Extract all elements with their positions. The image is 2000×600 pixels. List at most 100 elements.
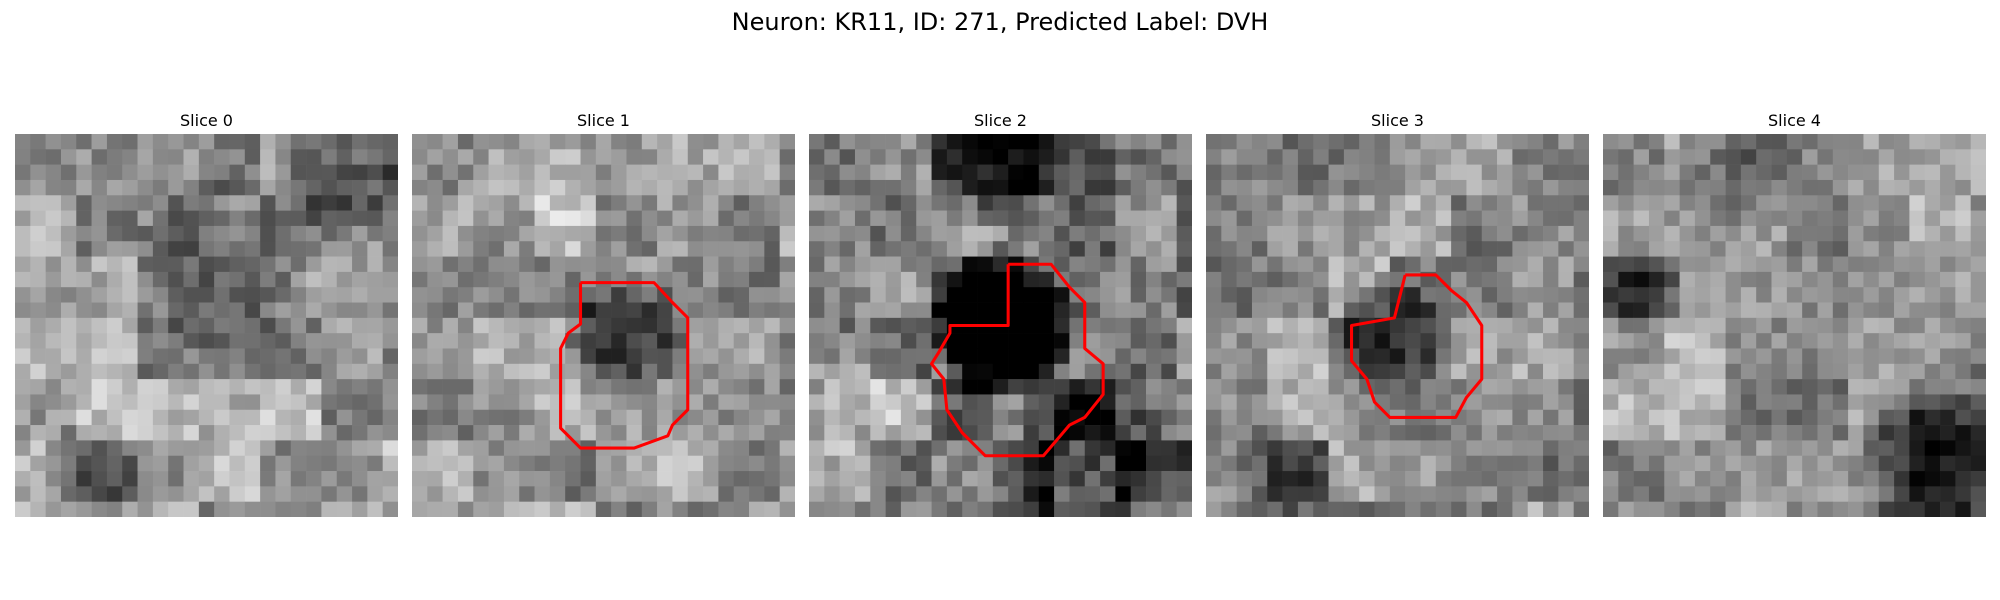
pixel (106, 501, 123, 517)
pixel (1008, 210, 1024, 227)
pixel (1236, 225, 1253, 242)
pixel (565, 409, 581, 426)
pixel (1176, 425, 1192, 441)
pixel (30, 271, 46, 288)
pixel (15, 287, 31, 303)
pixel (977, 149, 994, 165)
pixel (1756, 425, 1772, 441)
pixel (76, 440, 92, 457)
pixel (1084, 440, 1101, 457)
pixel (1161, 379, 1177, 395)
pixel (565, 379, 581, 395)
pixel (611, 317, 627, 334)
pixel (137, 501, 154, 517)
pixel (1297, 501, 1314, 517)
pixel (244, 471, 261, 487)
pixel (1603, 440, 1619, 457)
pixel (1374, 225, 1391, 242)
pixel (1343, 302, 1360, 319)
pixel (854, 363, 871, 380)
pixel (1894, 302, 1910, 319)
pixel (718, 134, 735, 150)
pixel (1558, 149, 1574, 165)
pixel (488, 501, 505, 517)
pixel (1343, 379, 1360, 395)
pixel (1038, 164, 1055, 181)
pixel (1740, 440, 1757, 457)
pixel (1710, 348, 1726, 365)
pixel (183, 302, 200, 319)
pixel (718, 348, 735, 365)
pixel (870, 486, 886, 502)
pixel (1008, 271, 1024, 288)
pixel (275, 501, 292, 517)
pixel (503, 394, 520, 411)
pixel (962, 455, 978, 472)
pixel (1251, 317, 1268, 334)
pixel (687, 210, 704, 227)
pixel (916, 409, 932, 426)
pixel (1282, 501, 1299, 517)
pixel (1848, 455, 1864, 472)
pixel (1023, 134, 1040, 150)
pixel (122, 149, 138, 165)
pixel (198, 409, 215, 426)
pixel (214, 195, 230, 211)
pixel (1740, 302, 1757, 319)
pixel (1603, 210, 1619, 227)
pixel (457, 333, 474, 349)
pixel (1206, 241, 1222, 257)
pixel (503, 287, 520, 303)
slice-title: Slice 1 (577, 111, 630, 130)
pixel (687, 149, 704, 165)
pixel (1161, 486, 1177, 502)
pixel (1343, 241, 1360, 257)
pixel (1497, 225, 1513, 242)
pixel (749, 210, 765, 227)
pixel (1786, 425, 1803, 441)
pixel (1664, 256, 1680, 273)
pixel (1527, 379, 1544, 395)
pixel (1313, 379, 1329, 395)
pixel (703, 425, 719, 441)
pixel (611, 486, 627, 502)
pixel (137, 394, 154, 411)
pixel (183, 134, 200, 150)
pixel (1481, 440, 1498, 457)
pixel (1176, 179, 1192, 196)
pixel (168, 179, 184, 196)
pixel (1955, 287, 1971, 303)
pixel (1817, 287, 1834, 303)
pixel (1756, 302, 1772, 319)
pixel (1008, 409, 1024, 426)
pixel (1343, 164, 1360, 181)
pixel (122, 179, 138, 196)
pixel (1251, 195, 1268, 211)
pixel (60, 425, 77, 441)
pixel (1756, 271, 1772, 288)
pixel (580, 287, 597, 303)
pixel (687, 379, 704, 395)
pixel (687, 455, 704, 472)
pixel (1633, 302, 1650, 319)
pixel (900, 302, 917, 319)
pixel (122, 287, 138, 303)
pixel (1802, 440, 1818, 457)
pixel (1512, 394, 1529, 411)
pixel (549, 486, 566, 502)
pixel (1389, 210, 1406, 227)
pixel (992, 348, 1009, 365)
pixel (1389, 225, 1406, 242)
pixel (1832, 195, 1849, 211)
pixel (809, 256, 825, 273)
pixel (352, 134, 368, 150)
pixel (565, 317, 581, 334)
pixel (229, 486, 246, 502)
pixel (1664, 333, 1680, 349)
pixel (839, 333, 856, 349)
pixel (703, 256, 719, 273)
pixel (1955, 302, 1971, 319)
pixel (779, 425, 795, 441)
pixel (1435, 440, 1452, 457)
pixel (488, 302, 505, 319)
